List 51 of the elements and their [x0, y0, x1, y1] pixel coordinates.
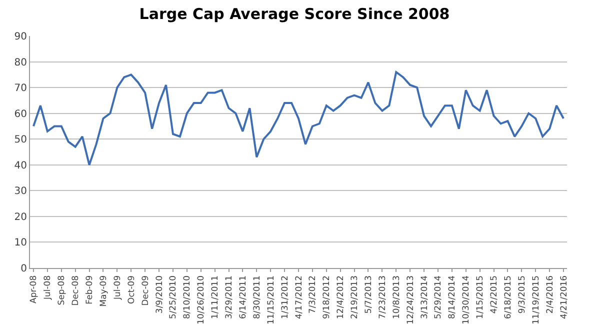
y-tick-label: 10 [14, 238, 27, 249]
x-tick-label: 1/11/2011 [210, 275, 221, 319]
x-tick-label: 8/10/2010 [182, 275, 193, 319]
x-tick-label: 10/26/2010 [196, 275, 207, 324]
x-tick-label: 5/25/2010 [168, 275, 179, 319]
x-tick-label: 6/18/2015 [503, 275, 514, 319]
x-tick-label: 7/23/2013 [378, 275, 388, 319]
y-tick-label: 70 [14, 83, 27, 94]
x-tick-label: 1/31/2012 [280, 275, 290, 319]
x-tick-label: 3/13/2014 [420, 275, 430, 319]
x-tick-label: 1/15/2015 [476, 275, 486, 319]
x-tick-label: Sep-08 [57, 275, 68, 306]
x-tick-label: 3/29/2011 [224, 275, 235, 319]
x-tick-label: 7/3/2012 [308, 275, 318, 314]
x-tick-label: 2/19/2013 [350, 275, 360, 319]
x-tick-label: Oct-09 [126, 275, 137, 304]
x-tick-label: 8/14/2014 [448, 275, 458, 319]
y-tick-label: 20 [14, 212, 27, 223]
x-tick-label: May-09 [98, 275, 109, 307]
x-tick-label: 12/4/2012 [336, 275, 346, 319]
y-tick-label: 90 [14, 32, 27, 42]
x-tick-label: 10/8/2013 [392, 275, 402, 319]
x-tick-label: 8/30/2011 [252, 275, 262, 319]
x-tick-label: Dec-08 [71, 275, 82, 306]
x-tick-label: 4/2/2015 [490, 275, 500, 314]
x-tick-label: 6/14/2011 [238, 275, 248, 319]
chart-title: Large Cap Average Score Since 2008 [139, 4, 450, 23]
x-tick-label: 9/3/2015 [517, 275, 528, 314]
x-tick-label: 5/29/2014 [434, 275, 444, 319]
x-tick-label: 3/9/2010 [154, 275, 165, 314]
y-tick-label: 30 [14, 186, 27, 198]
x-tick-label: 11/19/2015 [531, 275, 542, 324]
y-tick-label: 50 [14, 134, 27, 146]
y-tick-label: 80 [14, 57, 27, 68]
line-series [32, 71, 565, 166]
x-tick-label: 2/4/2016 [545, 275, 556, 314]
x-tick-label: Dec-09 [140, 275, 151, 306]
y-tick-label: 0 [20, 264, 27, 274]
x-tick-label: 4/17/2012 [294, 275, 304, 319]
x-tick-label: 5/7/2013 [364, 275, 374, 314]
x-tick-label: 12/24/2013 [406, 275, 416, 324]
y-tick-label: 60 [14, 108, 27, 120]
x-tick-label: 10/30/2014 [462, 275, 472, 324]
y-tick-label: 40 [14, 160, 27, 172]
x-tick-label: Feb-09 [85, 275, 96, 304]
x-tick-label: 4/21/2016 [559, 275, 570, 319]
x-tick-label: 11/15/2011 [266, 275, 276, 324]
x-tick-label: Jul-09 [112, 275, 123, 301]
x-tick-label: Jul-08 [43, 275, 54, 301]
x-tick-label: Apr-08 [29, 275, 40, 304]
x-tick-label: 9/18/2012 [322, 275, 332, 319]
